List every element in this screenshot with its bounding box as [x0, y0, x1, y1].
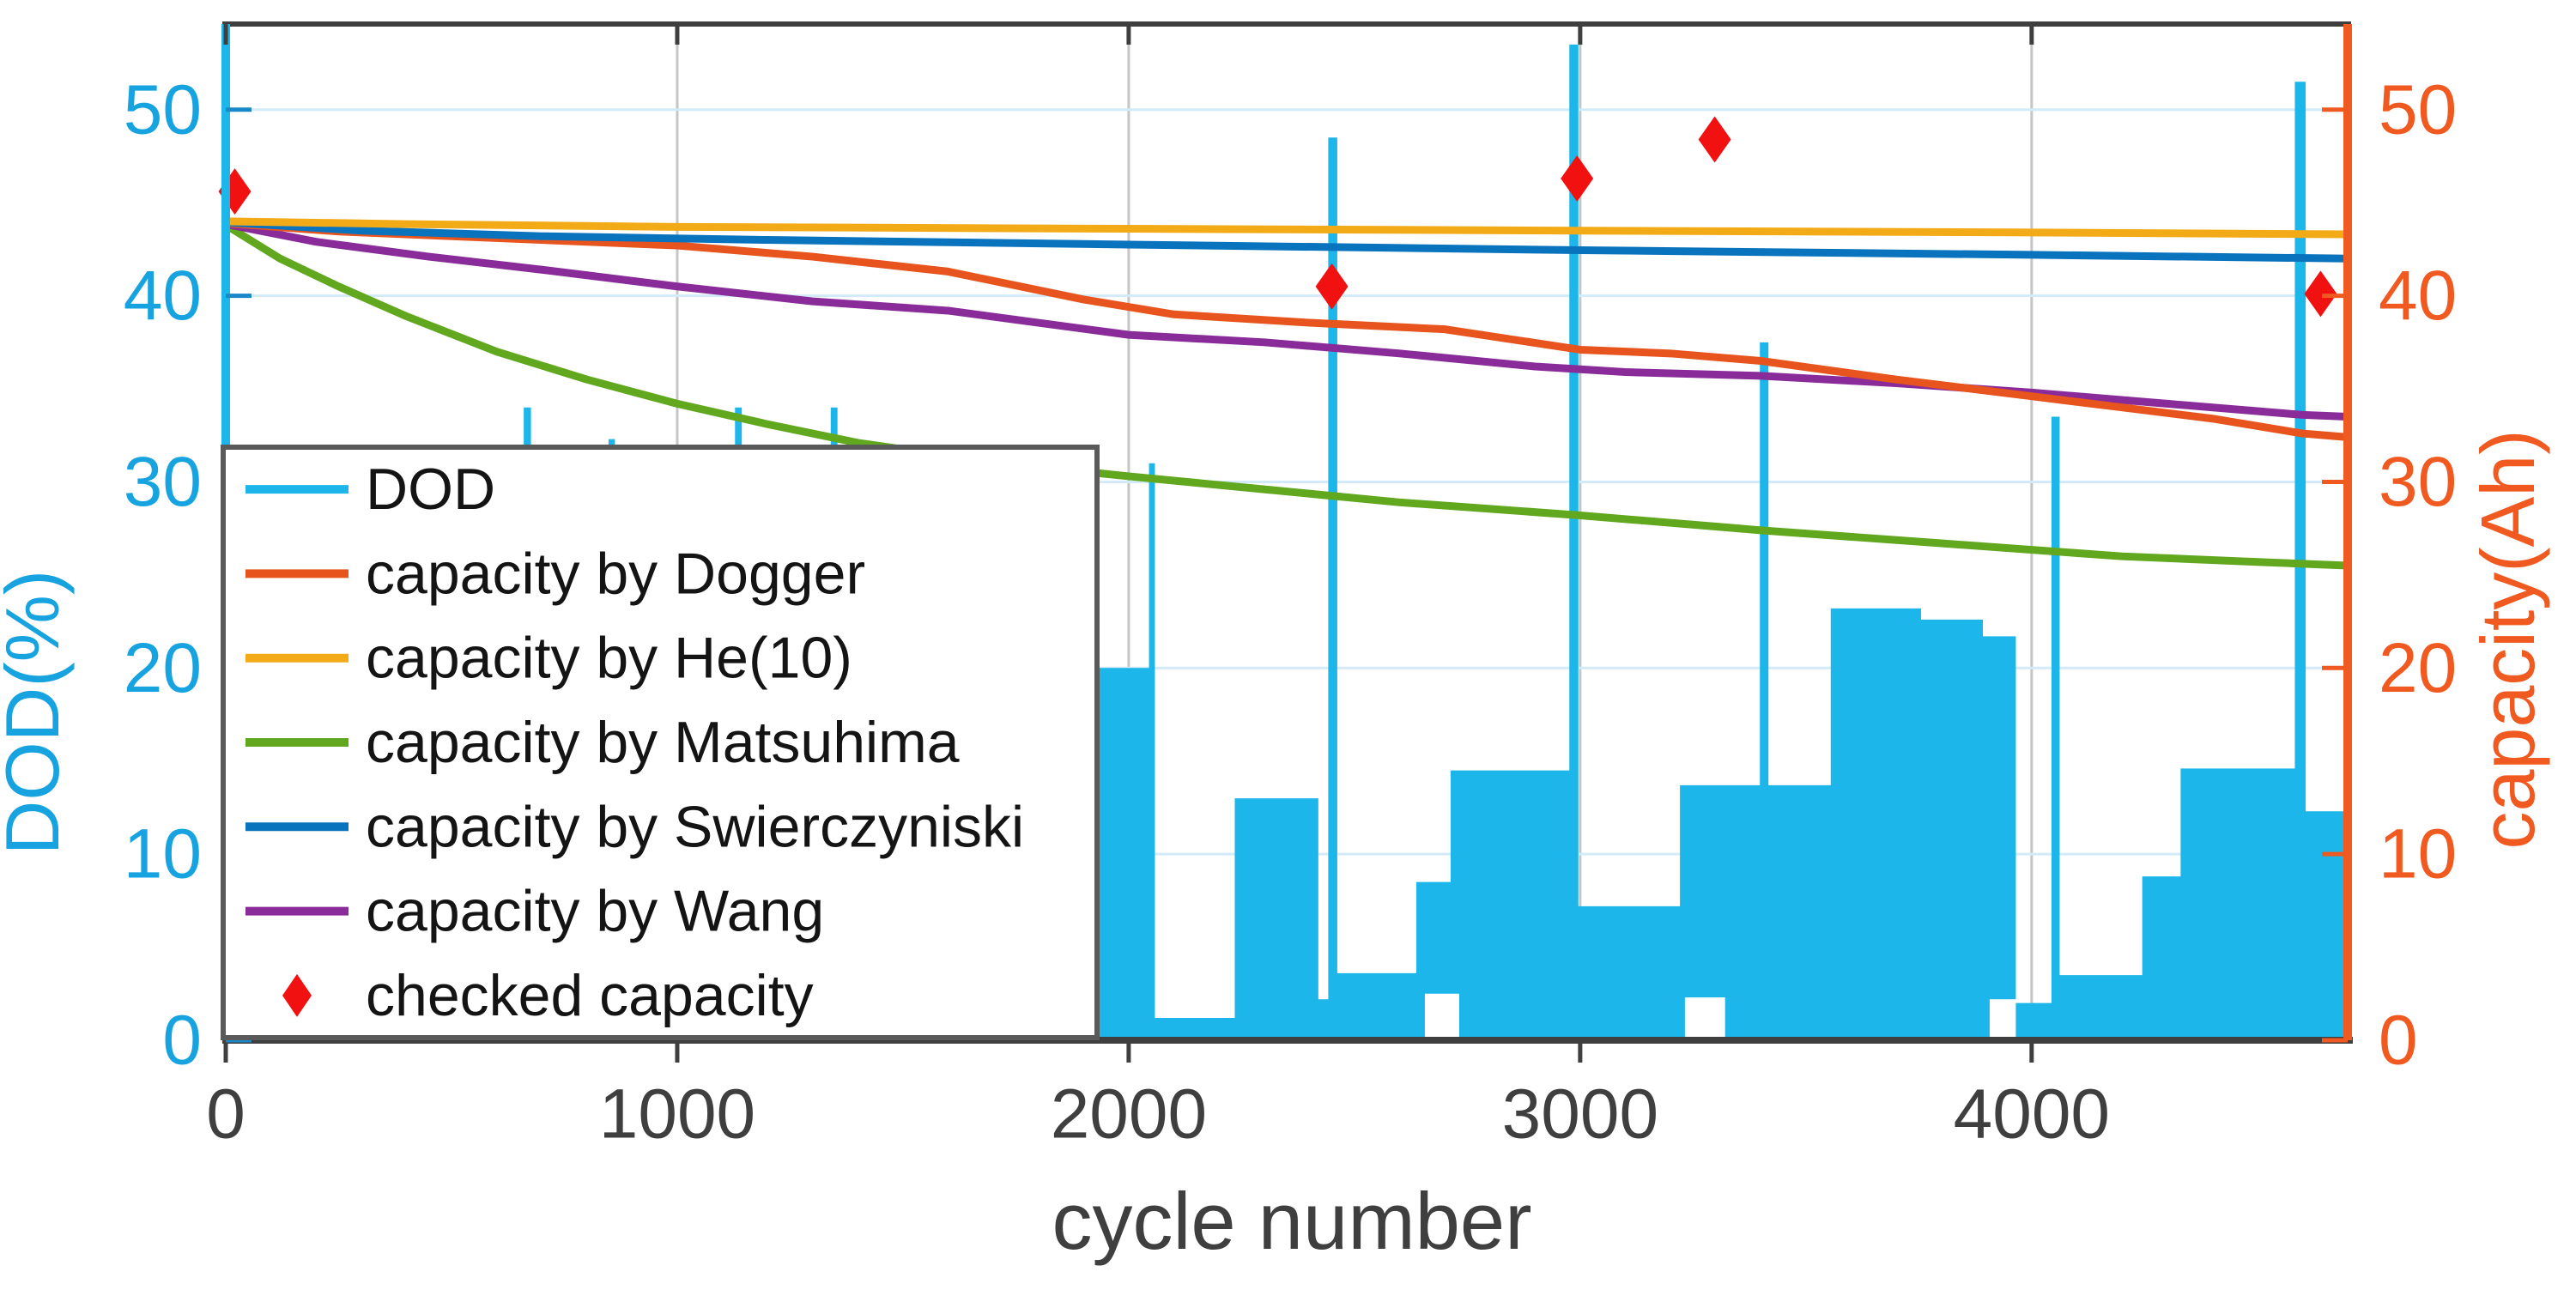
y-tick-label-left: 0 — [162, 1002, 202, 1080]
x-tick-label: 1000 — [599, 1075, 755, 1153]
y-tick-label-right: 30 — [2379, 443, 2457, 521]
y-tick-label-left: 50 — [124, 70, 202, 148]
series-line-dogger — [221, 219, 2352, 441]
legend-box: DOD capacity by Dogger capacity by He(10) c… — [221, 445, 1100, 1040]
checked-capacity-markers — [218, 116, 2337, 318]
legend-label: capacity by Dogger — [366, 541, 865, 606]
legend-background — [221, 445, 1100, 1040]
legend-label: DOD — [366, 457, 495, 522]
series-line-wang — [221, 220, 2352, 421]
series-line-he10 — [221, 217, 2352, 239]
x-tick-label: 4000 — [1954, 1075, 2110, 1153]
y-tick-label-right: 50 — [2379, 70, 2457, 148]
y-axis-label-right: capacity(Ah) — [2465, 429, 2550, 849]
legend-label: capacity by Swierczyniski — [366, 794, 1024, 859]
x-tick-label: 0 — [206, 1075, 245, 1153]
legend-label: capacity by Wang — [366, 879, 824, 944]
y-tick-label-left: 20 — [124, 629, 202, 707]
checked-capacity-diamond — [2304, 270, 2337, 318]
checked-capacity-diamond — [218, 168, 252, 215]
series-line-swierczyniski — [221, 218, 2352, 263]
legend-label: capacity by He(10) — [366, 626, 852, 691]
checked-capacity-diamond — [1315, 263, 1349, 310]
y-tick-label-right: 10 — [2379, 815, 2457, 893]
dod-area — [524, 44, 2349, 1040]
y-axis-label-left: DOD(%) — [0, 570, 75, 855]
x-tick-label: 2000 — [1051, 1075, 1207, 1153]
legend-swatch-checked — [282, 973, 312, 1017]
y-tick-label-left: 10 — [124, 815, 202, 893]
y-tick-label-right: 40 — [2379, 257, 2457, 335]
y-tick-label-left: 30 — [124, 443, 202, 521]
y-tick-label-right: 0 — [2379, 1002, 2418, 1080]
checked-capacity-diamond — [1698, 116, 1731, 163]
legend-label: checked capacity — [366, 963, 814, 1028]
x-axis-label: cycle number — [1052, 1176, 1532, 1266]
x-tick-label: 3000 — [1502, 1075, 1658, 1153]
checked-capacity-diamond — [1561, 154, 1594, 202]
legend-label: capacity by Matsuhima — [366, 710, 960, 775]
dod-area-series — [524, 44, 2349, 1040]
y-tick-label-right: 20 — [2379, 629, 2457, 707]
y-tick-label-left: 40 — [124, 257, 202, 335]
